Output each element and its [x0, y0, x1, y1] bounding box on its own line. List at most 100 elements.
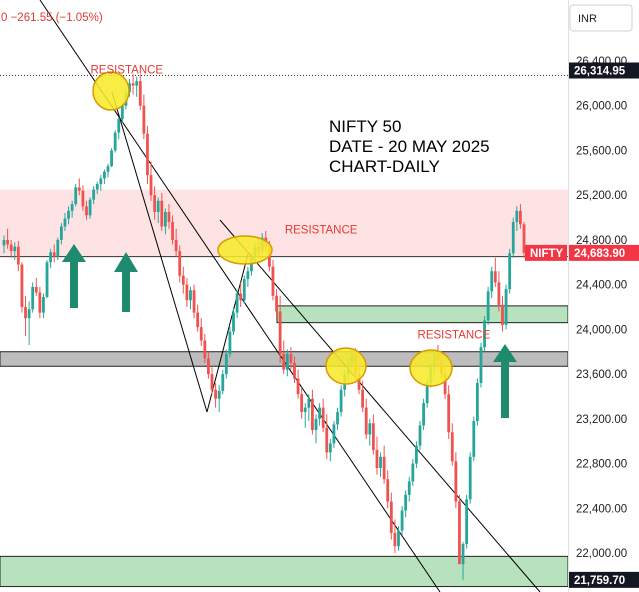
- candle-body: [483, 320, 486, 348]
- candle-body: [289, 353, 293, 363]
- trendline-v-right: [206, 253, 249, 413]
- candle-body: [110, 150, 113, 167]
- candle-body: [56, 239, 60, 257]
- candle-body: [192, 290, 196, 313]
- candle-body: [371, 423, 375, 451]
- candle-body: [422, 403, 425, 426]
- candle-body: [24, 307, 27, 319]
- y-tick-label: 22,400.00: [576, 503, 627, 515]
- candle-body: [293, 362, 296, 379]
- candle-body: [153, 195, 157, 212]
- zone-3: [0, 555, 569, 588]
- price-label-text-3: 21,759.70: [574, 575, 625, 587]
- currency-selector[interactable]: INR: [569, 4, 633, 32]
- candle-body: [472, 421, 476, 457]
- candle-body: [196, 312, 200, 328]
- candle-body: [199, 327, 203, 341]
- candle-body: [214, 389, 217, 399]
- y-tick-label: 26,000.00: [576, 101, 627, 113]
- candle-body: [461, 544, 465, 565]
- candle-body: [67, 210, 70, 219]
- candle-body: [425, 383, 429, 404]
- candle-body: [239, 293, 243, 301]
- candle-body: [235, 293, 239, 313]
- candle-body: [92, 189, 96, 200]
- candle-body: [508, 253, 512, 290]
- candle-body: [321, 407, 325, 428]
- candle-body: [275, 295, 278, 312]
- candle-body: [88, 199, 92, 216]
- up-arrow-1: [62, 244, 86, 308]
- candle-body: [407, 481, 411, 495]
- candle-body: [242, 279, 246, 301]
- candle-body: [135, 81, 139, 86]
- candle-body: [318, 407, 321, 419]
- candle-body: [515, 210, 519, 223]
- resistance-label-2: RESISTANCE: [285, 224, 358, 236]
- currency-label[interactable]: INR: [578, 13, 597, 25]
- resistance-circle-3: [325, 347, 367, 385]
- candle-body: [271, 266, 275, 296]
- resistance-circle-1: [92, 71, 130, 111]
- candle-body: [443, 374, 447, 395]
- candle-body: [146, 133, 149, 176]
- candle-body: [171, 222, 174, 240]
- candle-body: [486, 291, 490, 321]
- candle-body: [364, 407, 368, 435]
- price-label-text-2: 24,683.90: [574, 248, 625, 260]
- candle-body: [285, 353, 289, 370]
- candle-body: [332, 424, 336, 444]
- candle-body: [465, 499, 469, 545]
- candle-body: [519, 210, 522, 225]
- candle-body: [20, 264, 24, 307]
- candle-body: [493, 271, 497, 283]
- candle-body: [389, 501, 393, 533]
- zone-1: [276, 305, 569, 324]
- candle-body: [246, 271, 250, 280]
- y-tick-label: 22,800.00: [576, 459, 627, 471]
- symbol-badge-text: NIFTY: [530, 248, 564, 260]
- candle-body: [511, 222, 515, 254]
- price-label-2: [569, 244, 639, 261]
- candle-body: [77, 187, 81, 191]
- candle-body: [59, 226, 63, 240]
- candle-body: [13, 246, 17, 252]
- candle-body: [501, 304, 504, 325]
- symbol-badge: [525, 244, 567, 261]
- candle-body: [113, 132, 117, 151]
- title-line-1: NIFTY 50: [329, 117, 401, 136]
- trendline-v-left: [111, 91, 208, 413]
- candle-body: [361, 389, 365, 408]
- candle-body: [95, 184, 99, 190]
- candle-body: [207, 358, 210, 375]
- candle-body: [325, 427, 329, 453]
- candle-body: [210, 374, 214, 390]
- candle-body: [375, 450, 379, 469]
- candle-body: [45, 262, 49, 297]
- candle-body: [224, 353, 228, 375]
- candle-body: [300, 394, 304, 413]
- resistance-circle-2: [217, 235, 273, 265]
- candle-body: [458, 501, 461, 565]
- candle-body: [504, 289, 508, 325]
- candle-body: [103, 171, 106, 179]
- candle-body: [221, 374, 225, 391]
- resistance-circle-4: [409, 349, 453, 387]
- candle-body: [400, 510, 404, 531]
- candle-body: [393, 532, 397, 547]
- candle-body: [479, 347, 483, 384]
- candle-body: [379, 456, 382, 469]
- candle-body: [339, 389, 343, 413]
- candle-body: [2, 239, 6, 246]
- candle-body: [167, 211, 171, 223]
- candle-body: [74, 187, 78, 205]
- candle-body: [415, 445, 418, 464]
- y-tick-label: 25,200.00: [576, 190, 627, 202]
- candle-body: [418, 425, 422, 446]
- candle-body: [52, 252, 56, 257]
- candle-body: [311, 398, 314, 430]
- y-tick-label: 25,600.00: [576, 145, 627, 157]
- candle-body: [303, 407, 307, 413]
